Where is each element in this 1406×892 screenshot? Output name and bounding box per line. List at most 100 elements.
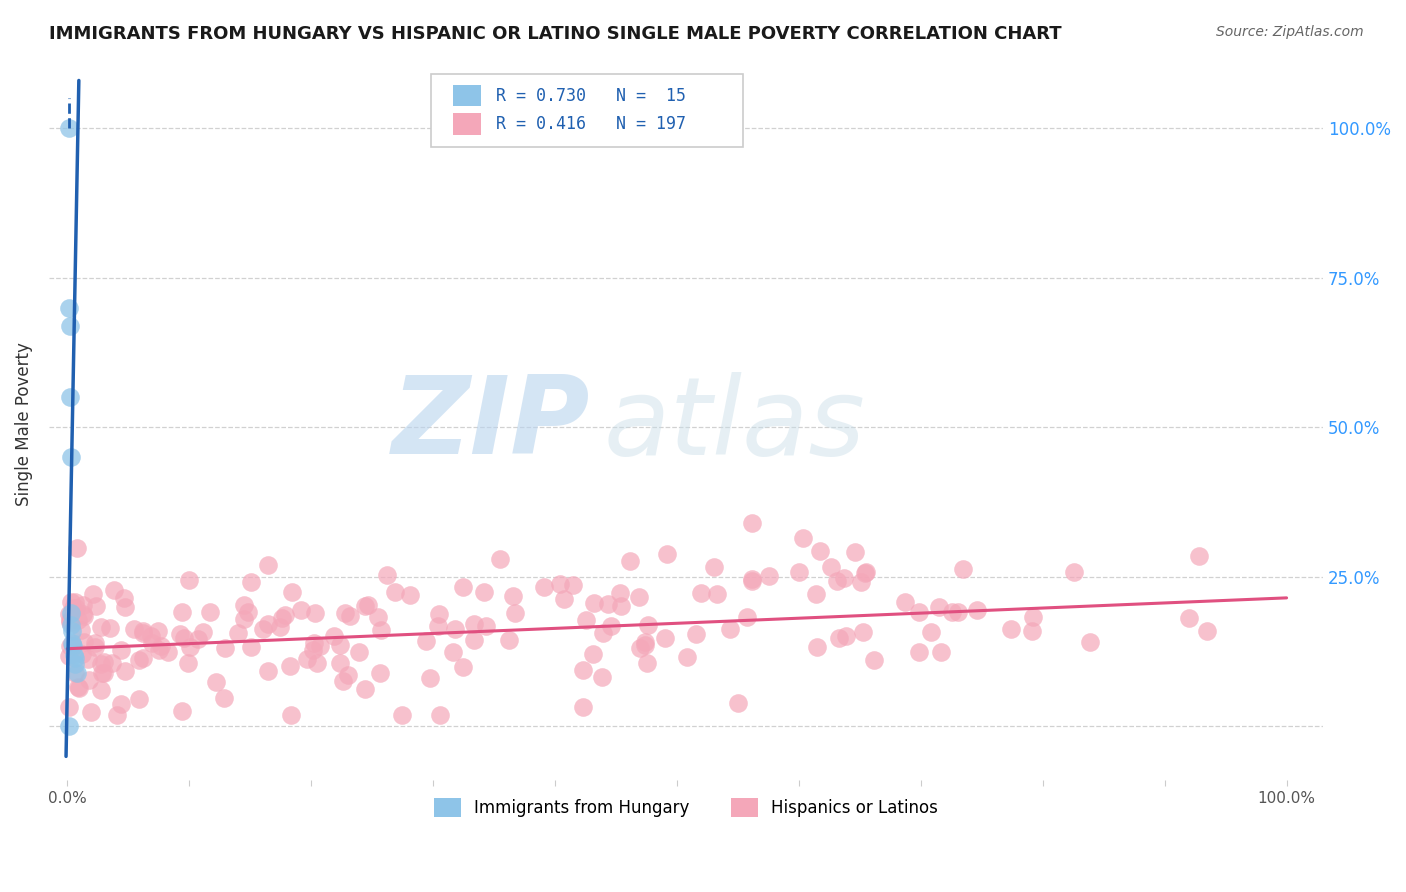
Point	[463, 633, 485, 648]
Point	[741, 516, 763, 530]
Text: R = 0.416   N = 197: R = 0.416 N = 197	[496, 115, 686, 133]
Point	[636, 656, 658, 670]
Point	[132, 625, 155, 640]
Point	[329, 638, 352, 652]
Point	[72, 607, 94, 622]
Point	[128, 692, 150, 706]
Point	[399, 588, 422, 602]
Point	[63, 650, 86, 665]
Point	[62, 600, 84, 615]
Point	[758, 569, 780, 583]
Point	[257, 665, 280, 679]
Point	[952, 562, 974, 576]
Point	[139, 629, 162, 643]
Point	[855, 565, 877, 579]
Point	[69, 624, 91, 638]
Point	[101, 657, 124, 671]
Point	[941, 605, 963, 619]
Point	[832, 571, 855, 585]
Point	[59, 450, 82, 465]
Point	[333, 606, 356, 620]
Point	[929, 645, 952, 659]
Point	[1188, 549, 1211, 564]
Point	[718, 622, 741, 636]
Point	[80, 706, 103, 720]
Point	[114, 664, 136, 678]
Point	[1000, 622, 1022, 636]
Point	[354, 599, 377, 614]
Point	[214, 640, 236, 655]
Point	[193, 624, 215, 639]
Point	[820, 560, 842, 574]
Point	[295, 652, 318, 666]
Point	[278, 659, 301, 673]
Point	[582, 647, 605, 661]
Point	[357, 598, 380, 612]
Point	[66, 665, 89, 680]
Point	[855, 566, 877, 581]
Point	[928, 600, 950, 615]
Point	[675, 649, 697, 664]
Point	[451, 580, 474, 594]
Point	[58, 719, 80, 733]
Point	[1063, 566, 1085, 580]
Point	[170, 704, 193, 718]
Point	[828, 631, 851, 645]
Point	[141, 636, 163, 650]
Point	[60, 617, 83, 632]
Point	[131, 624, 153, 639]
Point	[63, 648, 86, 662]
Point	[179, 640, 201, 654]
Point	[77, 652, 100, 666]
Point	[157, 645, 180, 659]
Point	[792, 531, 814, 545]
Point	[63, 657, 86, 671]
Point	[375, 568, 398, 582]
Point	[1197, 624, 1219, 638]
Point	[1021, 624, 1043, 638]
Point	[79, 673, 101, 688]
Point	[391, 707, 413, 722]
Point	[804, 586, 827, 600]
Point	[419, 671, 441, 685]
Point	[58, 301, 80, 315]
FancyBboxPatch shape	[453, 85, 481, 106]
Point	[627, 590, 650, 604]
Point	[907, 645, 929, 659]
Point	[572, 663, 595, 677]
Point	[90, 682, 112, 697]
Point	[844, 545, 866, 559]
Point	[322, 629, 344, 643]
Point	[58, 700, 80, 714]
Point	[307, 657, 329, 671]
Point	[553, 591, 575, 606]
Point	[852, 625, 875, 640]
Point	[90, 665, 112, 680]
Point	[1021, 609, 1043, 624]
Text: atlas: atlas	[603, 372, 865, 477]
Point	[60, 624, 83, 638]
Point	[339, 609, 361, 624]
Point	[148, 643, 170, 657]
Point	[575, 613, 598, 627]
Point	[463, 617, 485, 632]
Point	[444, 622, 467, 636]
Point	[370, 624, 392, 638]
Point	[271, 611, 294, 625]
Point	[489, 552, 512, 566]
Point	[131, 651, 153, 665]
Point	[427, 607, 450, 622]
Point	[347, 645, 370, 659]
Point	[893, 594, 915, 608]
Point	[735, 610, 758, 624]
Point	[72, 598, 94, 612]
Point	[84, 636, 107, 650]
Point	[226, 626, 249, 640]
Point	[533, 580, 555, 594]
Point	[741, 574, 763, 588]
Point	[66, 680, 89, 694]
Point	[741, 572, 763, 586]
Point	[561, 578, 583, 592]
Point	[59, 391, 82, 405]
Point	[806, 640, 828, 655]
